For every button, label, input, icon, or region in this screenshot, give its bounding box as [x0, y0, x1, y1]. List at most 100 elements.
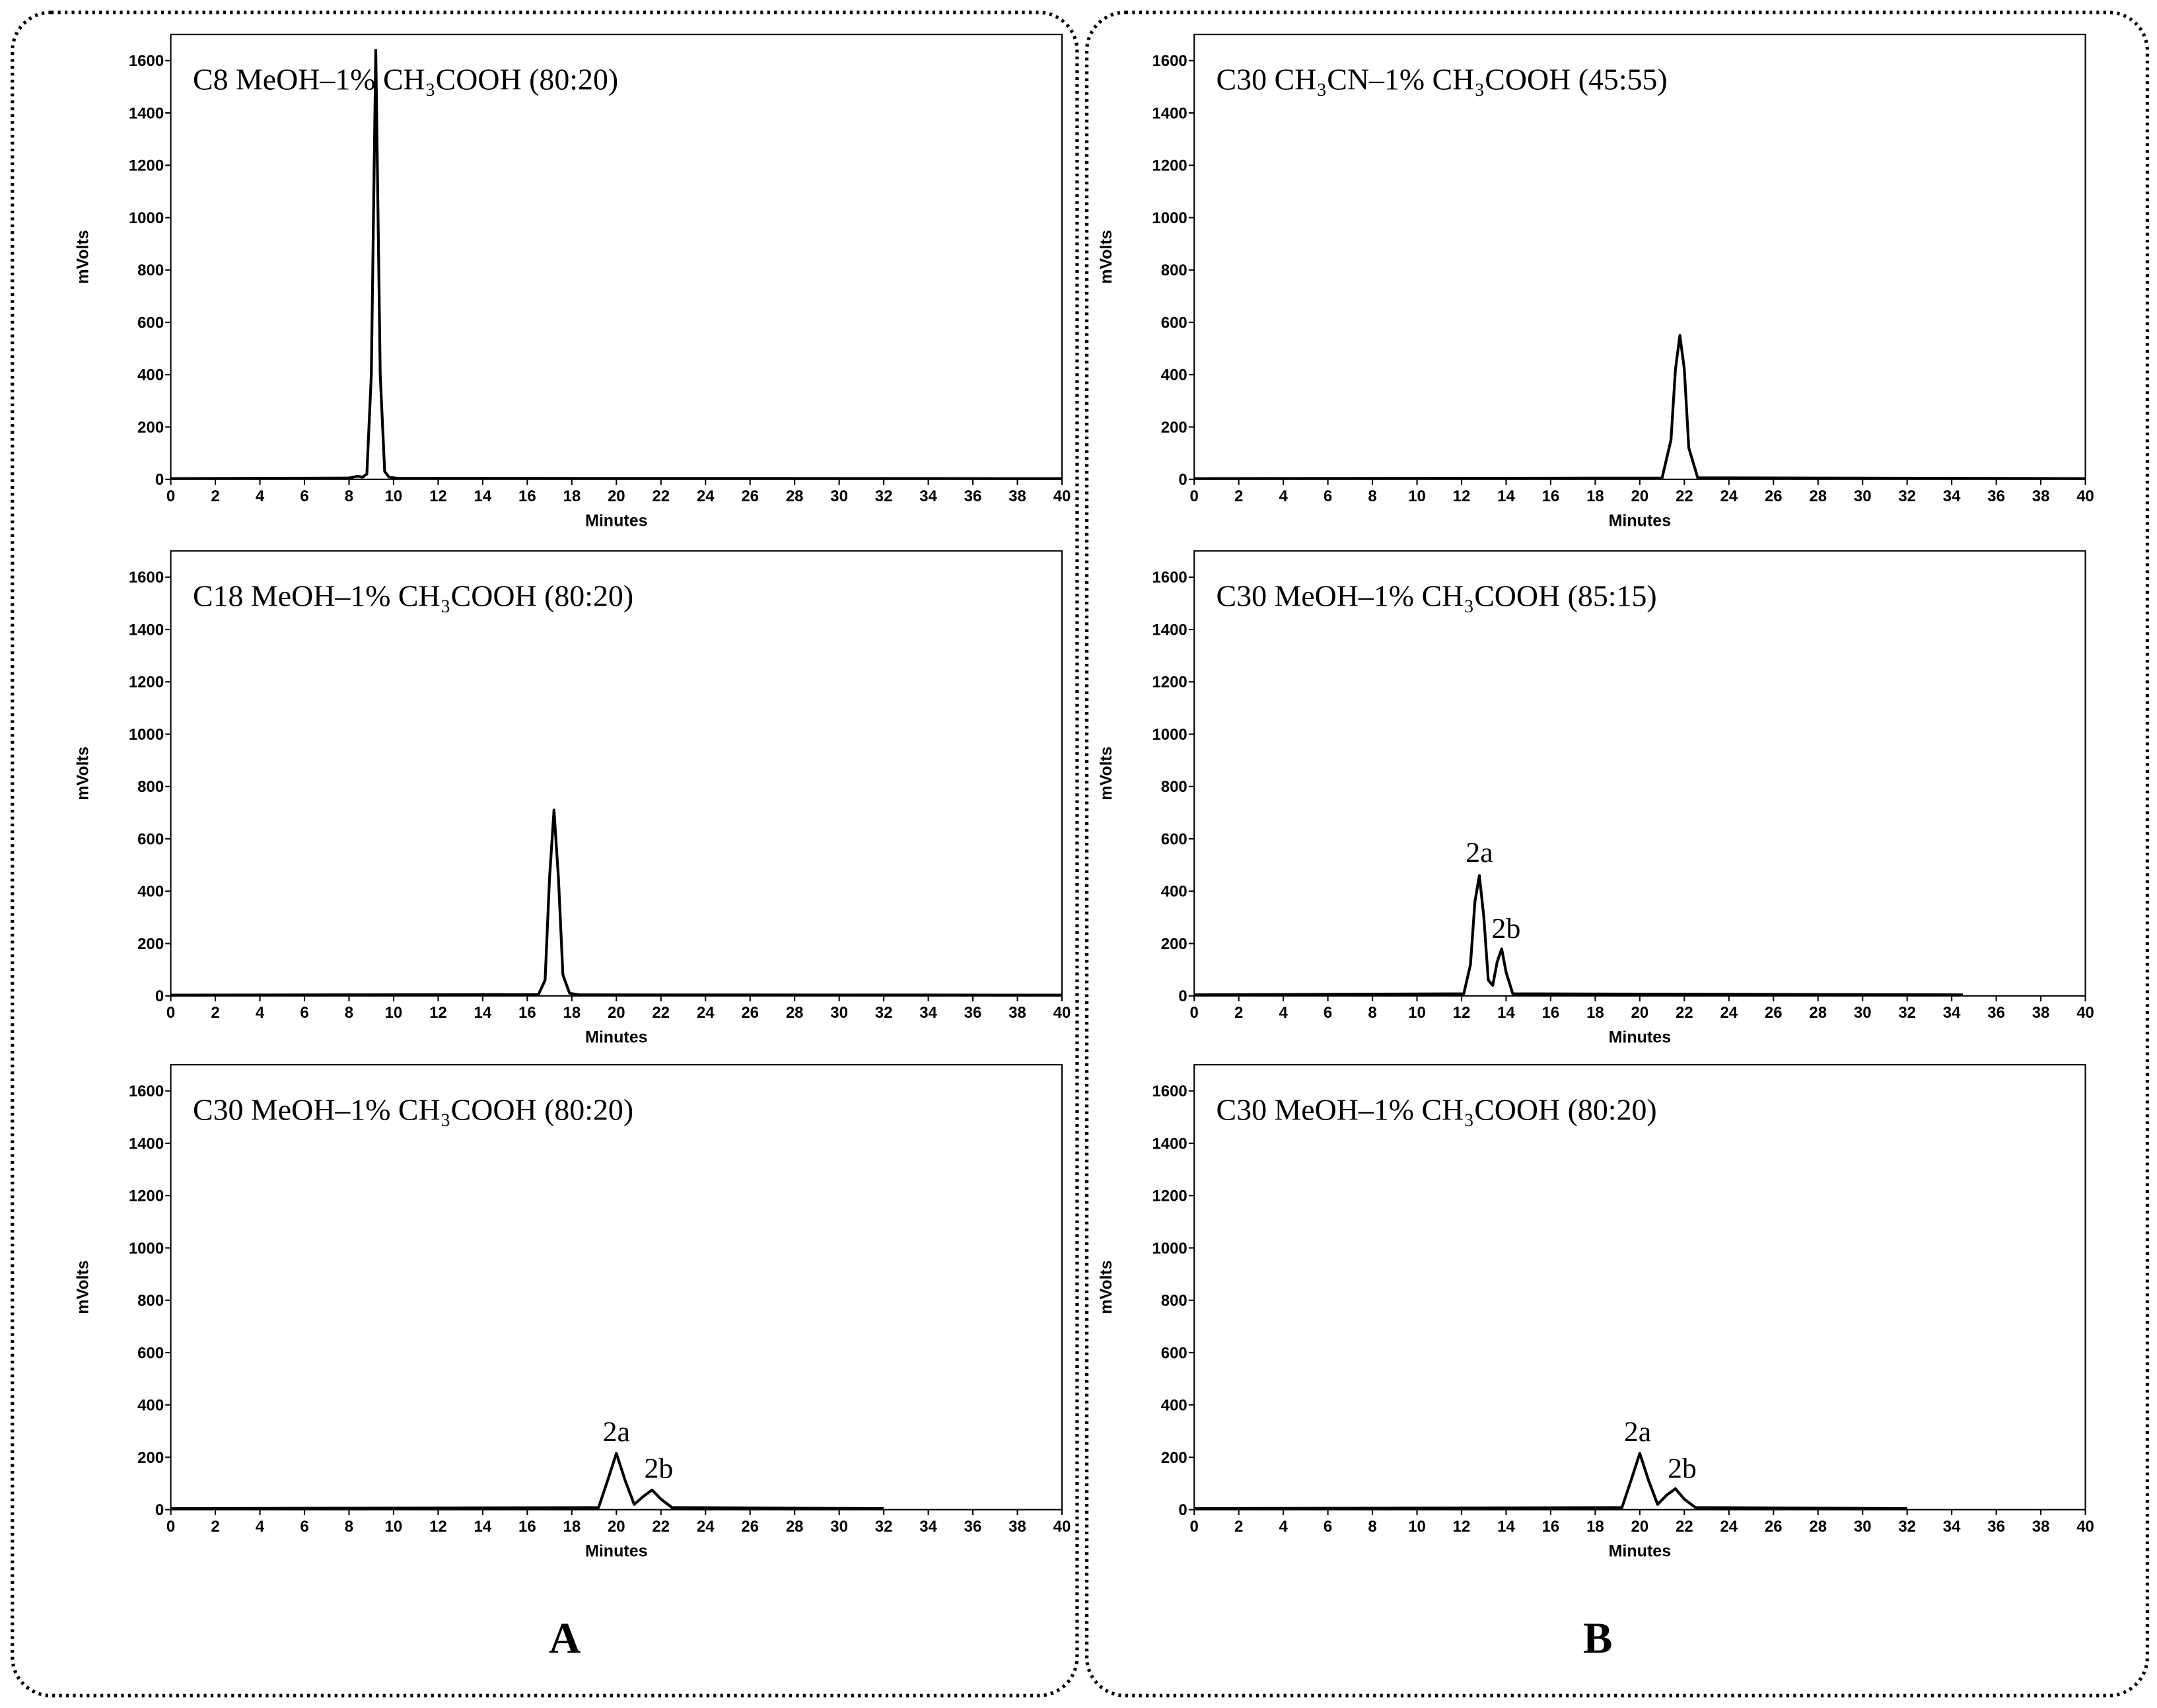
- x-tick-label: 26: [741, 1518, 759, 1536]
- y-tick-label: 1000: [1152, 1240, 1187, 1258]
- y-tick-label: 400: [137, 883, 164, 901]
- x-tick-label: 28: [1809, 1518, 1827, 1536]
- x-tick-label: 24: [697, 1004, 715, 1022]
- y-tick-label: 800: [137, 1292, 164, 1310]
- x-tick-label: 16: [1542, 1518, 1560, 1536]
- x-tick-label: 18: [1586, 1518, 1604, 1536]
- x-tick-label: 30: [1854, 487, 1872, 505]
- chromatogram-line: [170, 48, 1062, 480]
- x-tick-label: 40: [1053, 487, 1071, 505]
- x-tick-label: 34: [919, 1518, 937, 1536]
- y-tick-label: 1600: [1152, 569, 1187, 587]
- y-tick-label: 600: [137, 314, 164, 332]
- y-tick-label: 800: [1161, 262, 1187, 279]
- y-tick-label: 200: [1161, 419, 1187, 437]
- x-tick-label: 36: [1987, 487, 2005, 505]
- x-tick-label: 18: [1586, 487, 1604, 505]
- x-axis-label: Minutes: [1609, 1028, 1672, 1047]
- x-tick-label: 16: [518, 1004, 536, 1022]
- y-tick-label: 0: [155, 471, 164, 489]
- x-tick-label: 4: [1279, 1518, 1288, 1536]
- plot-frame: [1193, 550, 2086, 997]
- x-tick-label: 22: [1676, 1004, 1693, 1022]
- chromatogram-line: [170, 1452, 884, 1511]
- x-tick-label: 30: [830, 487, 848, 505]
- chromatogram-line: [1194, 334, 2086, 480]
- y-axis-label: mVolts: [73, 746, 92, 801]
- x-tick-label: 10: [1408, 487, 1426, 505]
- x-tick-label: 40: [2076, 487, 2094, 505]
- x-tick-label: 2: [1234, 1004, 1243, 1022]
- peak-annotation: 2a: [603, 1416, 630, 1448]
- y-tick-label: 400: [137, 1397, 164, 1415]
- x-tick-label: 26: [1765, 487, 1783, 505]
- y-tick-label: 400: [137, 367, 164, 384]
- x-tick-label: 40: [1053, 1518, 1071, 1536]
- x-tick-label: 20: [1631, 1004, 1649, 1022]
- y-tick-label: 400: [1161, 1397, 1187, 1415]
- x-tick-label: 10: [1408, 1004, 1426, 1022]
- x-tick-label: 24: [697, 1518, 715, 1536]
- x-tick-label: 14: [1497, 1004, 1515, 1022]
- y-tick-label: 1000: [129, 1240, 164, 1258]
- x-tick-label: 4: [1279, 487, 1288, 505]
- x-tick-label: 6: [300, 1518, 308, 1536]
- y-tick-label: 1200: [1152, 157, 1187, 175]
- x-tick-label: 4: [256, 1518, 265, 1536]
- chart-title: C30 MeOH–1% CH₃COOH (80:20): [1217, 1092, 1657, 1126]
- x-tick-label: 36: [964, 1518, 982, 1536]
- chromatogram-line: [170, 808, 1062, 997]
- chart-title: C18 MeOH–1% CH₃COOH (80:20): [193, 579, 633, 613]
- x-tick-label: 8: [1368, 1518, 1376, 1536]
- y-tick-label: 1400: [129, 1135, 164, 1153]
- y-tick-label: 0: [1178, 471, 1187, 489]
- x-tick-label: 4: [1279, 1004, 1288, 1022]
- y-tick-label: 600: [1161, 1344, 1187, 1362]
- x-tick-label: 28: [786, 487, 804, 505]
- peak-annotation: 2a: [1624, 1416, 1651, 1448]
- y-tick-label: 200: [137, 935, 164, 953]
- x-tick-label: 16: [1542, 1004, 1560, 1022]
- x-tick-label: 22: [1676, 1518, 1693, 1536]
- x-tick-label: 18: [563, 487, 581, 505]
- x-tick-label: 34: [1943, 1004, 1961, 1022]
- y-tick-label: 400: [1161, 367, 1187, 384]
- y-tick-label: 400: [1161, 883, 1187, 901]
- y-tick-label: 1400: [129, 621, 164, 639]
- x-tick-label: 38: [1008, 1518, 1026, 1536]
- x-tick-label: 34: [919, 487, 937, 505]
- x-tick-label: 32: [875, 1004, 893, 1022]
- x-tick-label: 34: [919, 1004, 937, 1022]
- x-tick-label: 26: [1765, 1518, 1783, 1536]
- x-tick-label: 0: [166, 1004, 175, 1022]
- x-tick-label: 6: [1324, 1004, 1332, 1022]
- x-tick-label: 26: [741, 487, 759, 505]
- chart-title: C30 MeOH–1% CH₃COOH (85:15): [1217, 579, 1657, 613]
- y-tick-label: 1400: [129, 104, 164, 122]
- x-tick-label: 12: [1453, 487, 1471, 505]
- x-tick-label: 38: [2032, 1518, 2050, 1536]
- panel-frame: [1084, 11, 2150, 1697]
- x-tick-label: 22: [1676, 487, 1693, 505]
- y-tick-label: 1200: [129, 1188, 164, 1205]
- x-axis-label: Minutes: [585, 1542, 648, 1561]
- x-tick-label: 32: [1898, 1004, 1916, 1022]
- x-tick-label: 4: [256, 1004, 265, 1022]
- chromatogram-line: [1194, 1452, 1907, 1511]
- x-tick-label: 16: [518, 1518, 536, 1536]
- x-tick-label: 28: [1809, 1004, 1827, 1022]
- y-tick-label: 1600: [1152, 52, 1187, 70]
- x-tick-label: 30: [1854, 1518, 1872, 1536]
- x-tick-label: 2: [211, 1004, 219, 1022]
- y-axis-label: mVolts: [73, 230, 92, 284]
- x-tick-label: 38: [2032, 487, 2050, 505]
- y-tick-label: 1400: [1152, 104, 1187, 122]
- x-tick-label: 16: [518, 487, 536, 505]
- x-tick-label: 38: [1008, 487, 1026, 505]
- y-tick-label: 1400: [1152, 1135, 1187, 1153]
- x-tick-label: 12: [1453, 1518, 1471, 1536]
- plot-frame: [170, 34, 1063, 480]
- x-tick-label: 36: [964, 487, 982, 505]
- x-tick-label: 8: [345, 487, 353, 505]
